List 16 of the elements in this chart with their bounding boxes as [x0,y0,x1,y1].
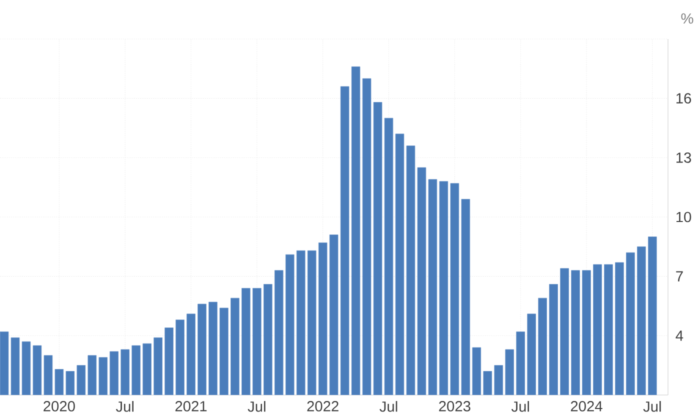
y-tick-label: 4 [676,330,684,341]
x-tick-label: 2021 [175,401,207,412]
x-tick-label: 2020 [44,401,75,412]
y-tick-label: 13 [676,152,692,163]
y-tick-label: 10 [676,212,692,222]
x-tick-label: Jul [511,401,529,412]
x-tick-label: Jul [380,401,398,412]
x-tick-label: Jul [248,401,266,412]
x-tick-label: 2023 [439,401,470,412]
x-tick-label: 2024 [570,401,602,412]
y-tick-label: 16 [676,93,692,104]
x-tick-label: Jul [643,401,661,412]
y-tick-label: 7 [676,271,683,282]
y-axis-title: % [681,13,694,24]
x-tick-label: 2022 [307,401,338,412]
x-tick-label: Jul [116,401,134,412]
